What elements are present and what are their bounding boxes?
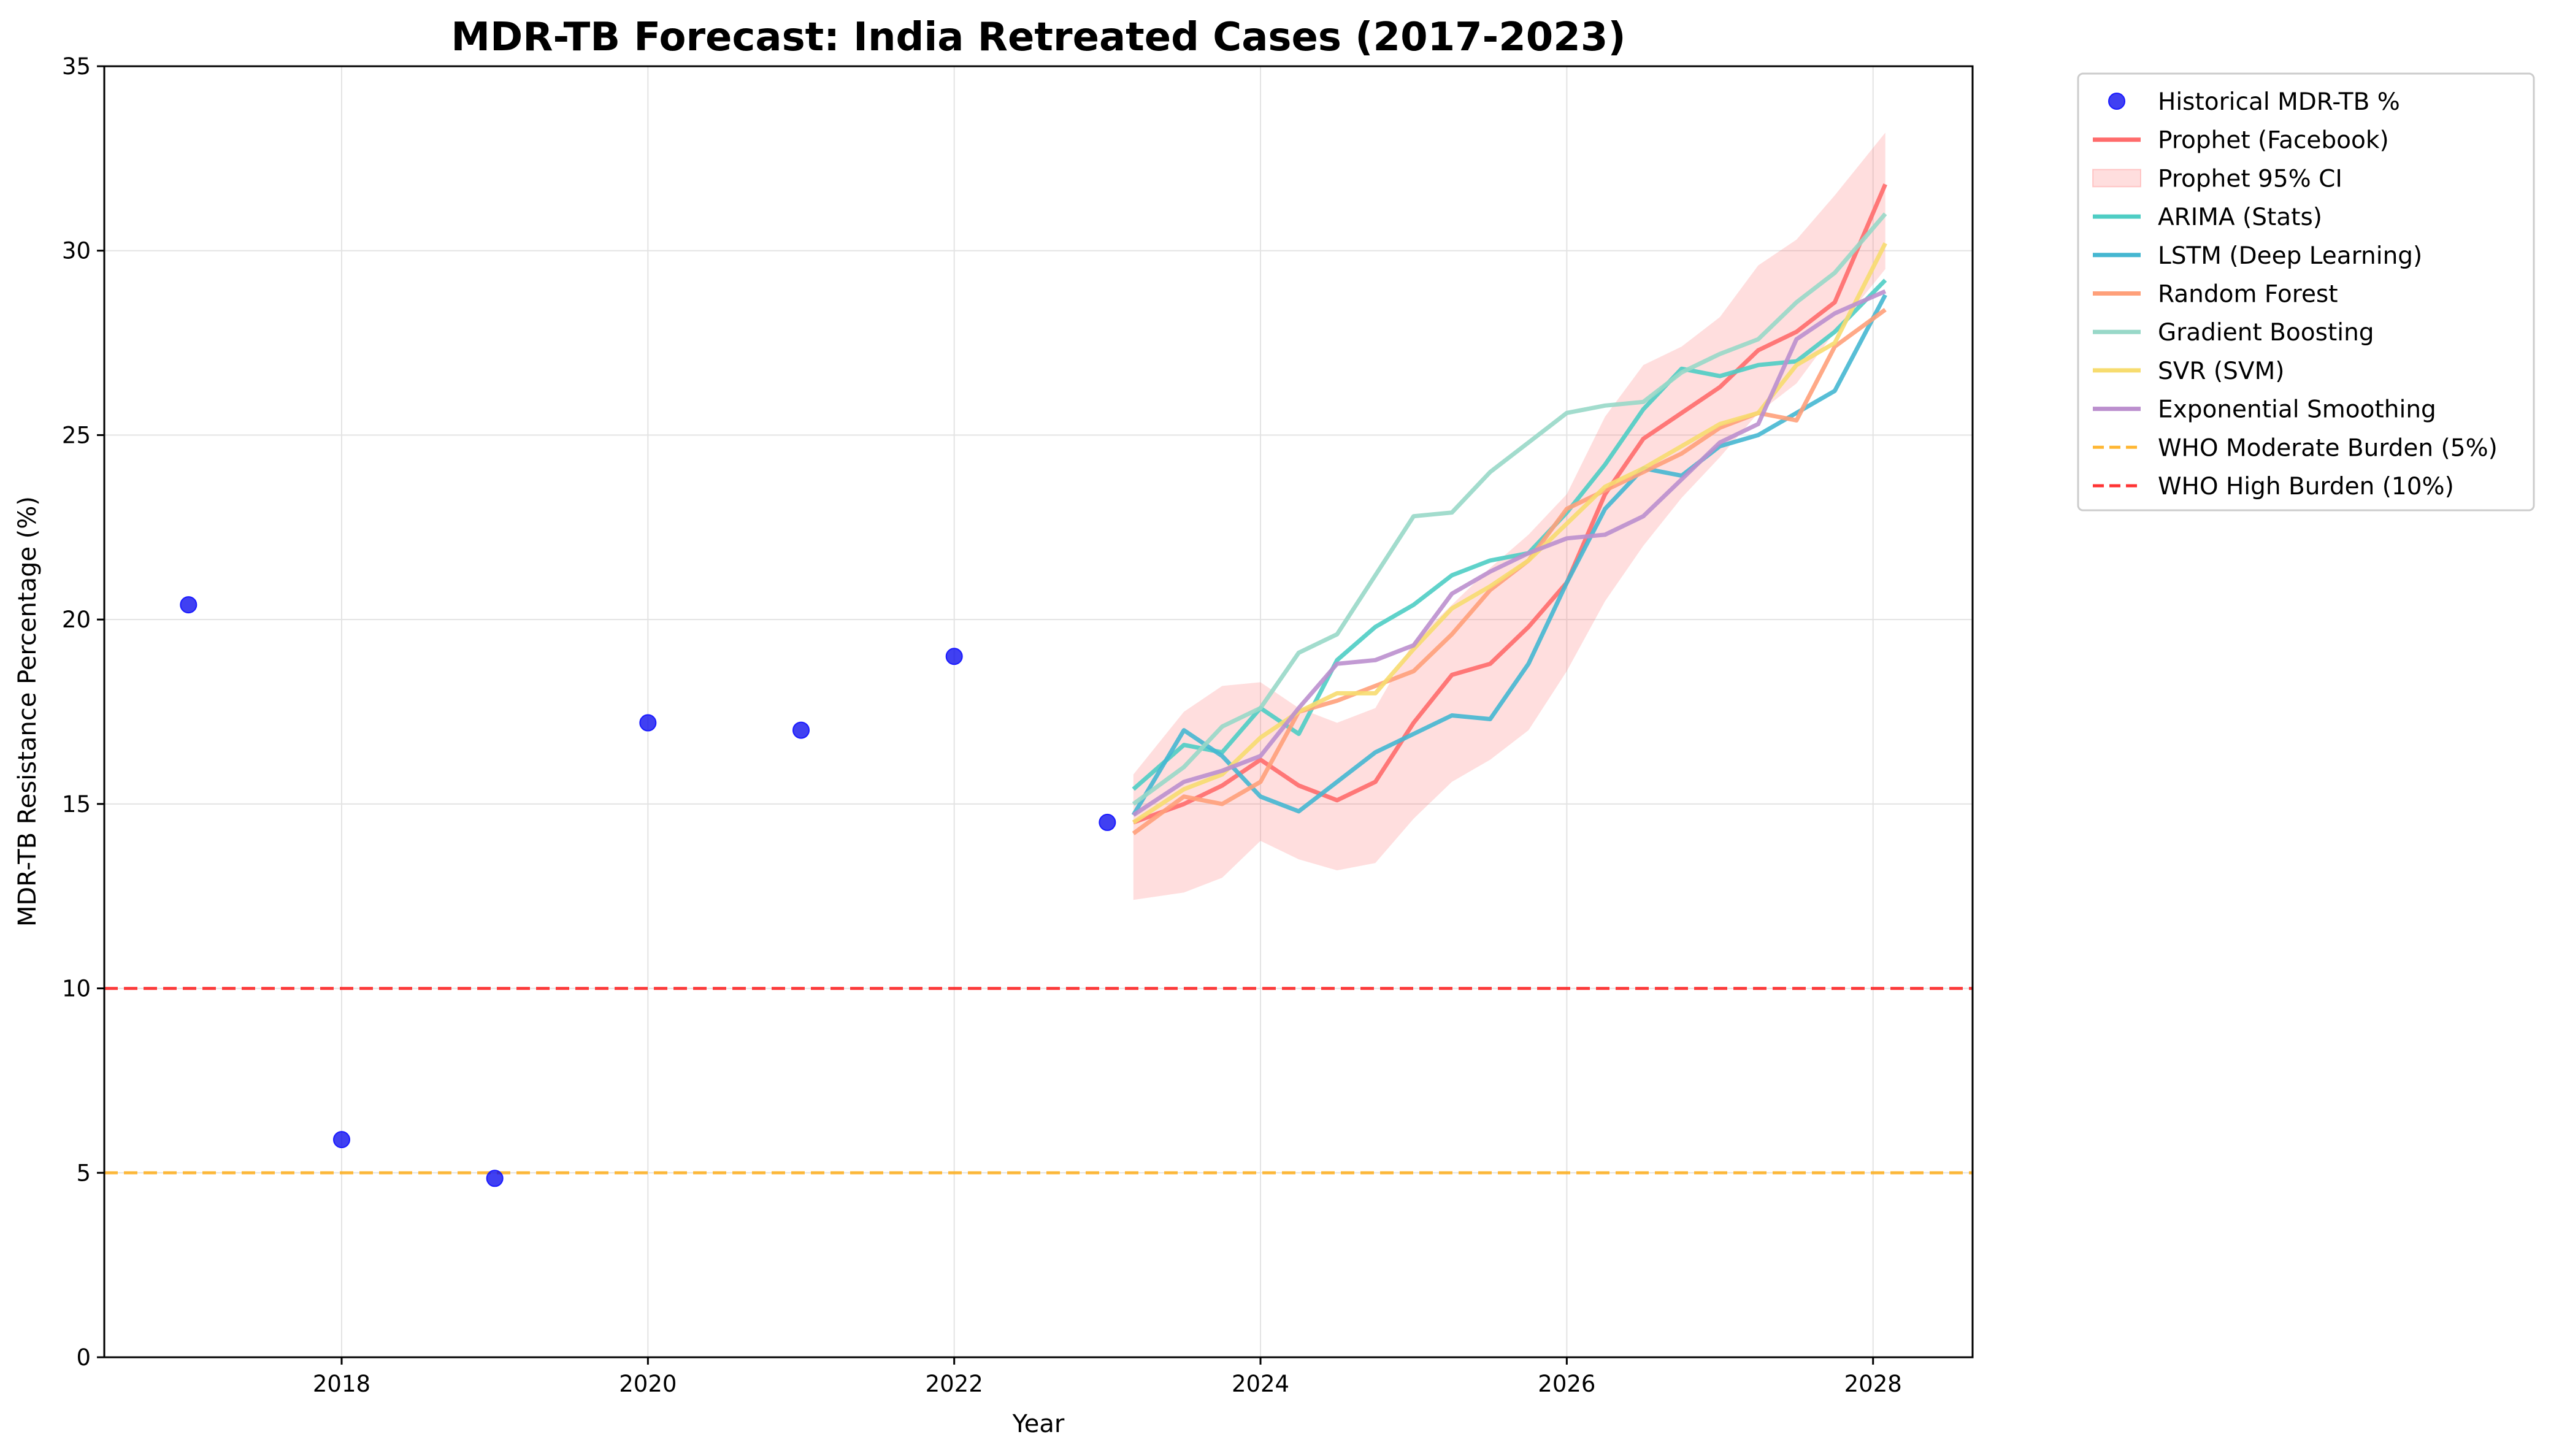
legend-label: Prophet (Facebook) xyxy=(2158,127,2389,155)
series-line xyxy=(1132,278,1887,791)
legend-marker xyxy=(2108,93,2125,110)
historical-point xyxy=(332,1131,350,1149)
y-tick-label: 25 xyxy=(62,422,91,448)
x-tick-label: 2024 xyxy=(1232,1371,1289,1397)
y-tick-label: 30 xyxy=(62,238,91,264)
legend-label: WHO High Burden (10%) xyxy=(2158,473,2454,500)
legend-label: LSTM (Deep Learning) xyxy=(2158,242,2422,270)
legend-label: Random Forest xyxy=(2158,281,2338,308)
x-tick-label: 2026 xyxy=(1538,1371,1595,1397)
legend-label: Gradient Boosting xyxy=(2158,319,2374,347)
y-axis-ticks: 0 5 10 15 20 25 30 35 xyxy=(62,53,104,1371)
y-tick-label: 5 xyxy=(76,1160,91,1186)
y-tick-label: 20 xyxy=(62,607,91,633)
legend-marker xyxy=(2092,169,2141,188)
y-tick-label: 35 xyxy=(62,53,91,80)
historical-point xyxy=(1099,813,1116,831)
legend-label: Exponential Smoothing xyxy=(2158,396,2436,424)
x-axis-ticks: 2018 2020 2022 2024 2026 2028 xyxy=(313,1357,1902,1397)
reference-lines xyxy=(104,987,1973,1174)
historical-points xyxy=(180,596,1116,1187)
prophet-ci-band xyxy=(1133,132,1885,900)
legend-label: SVR (SVM) xyxy=(2158,358,2284,385)
x-tick-label: 2022 xyxy=(926,1371,983,1397)
prophet-ci-area xyxy=(1133,132,1885,900)
x-tick-label: 2018 xyxy=(313,1371,370,1397)
x-axis-label: Year xyxy=(1012,1410,1065,1438)
historical-point xyxy=(639,714,657,732)
historical-point xyxy=(945,648,963,665)
legend: Historical MDR-TB % Prophet (Facebook) Pro… xyxy=(2077,72,2535,512)
series-line xyxy=(1132,212,1887,806)
historical-point xyxy=(180,596,198,614)
y-tick-label: 15 xyxy=(62,791,91,818)
historical-point xyxy=(792,721,810,739)
plot-frame xyxy=(103,65,1974,1358)
x-tick-label: 2020 xyxy=(619,1371,677,1397)
series-line xyxy=(1132,242,1887,824)
legend-label: ARIMA (Stats) xyxy=(2158,204,2322,231)
series-line xyxy=(1132,183,1887,825)
forecast-series xyxy=(1131,183,1887,835)
historical-point xyxy=(486,1170,504,1187)
x-tick-label: 2028 xyxy=(1844,1371,1902,1397)
y-axis-label: MDR-TB Resistance Percentage (%) xyxy=(13,496,42,927)
legend-label: WHO Moderate Burden (5%) xyxy=(2158,434,2498,462)
y-tick-label: 10 xyxy=(62,976,91,1002)
legend-label: Prophet 95% CI xyxy=(2158,165,2342,193)
y-tick-label: 0 xyxy=(76,1344,91,1371)
series-line xyxy=(1131,294,1887,816)
series-line xyxy=(1132,289,1887,817)
legend-label: Historical MDR-TB % xyxy=(2158,88,2400,116)
legend-frame xyxy=(2077,72,2535,512)
chart-title: MDR-TB Forecast: India Retreated Cases (… xyxy=(451,15,1625,60)
